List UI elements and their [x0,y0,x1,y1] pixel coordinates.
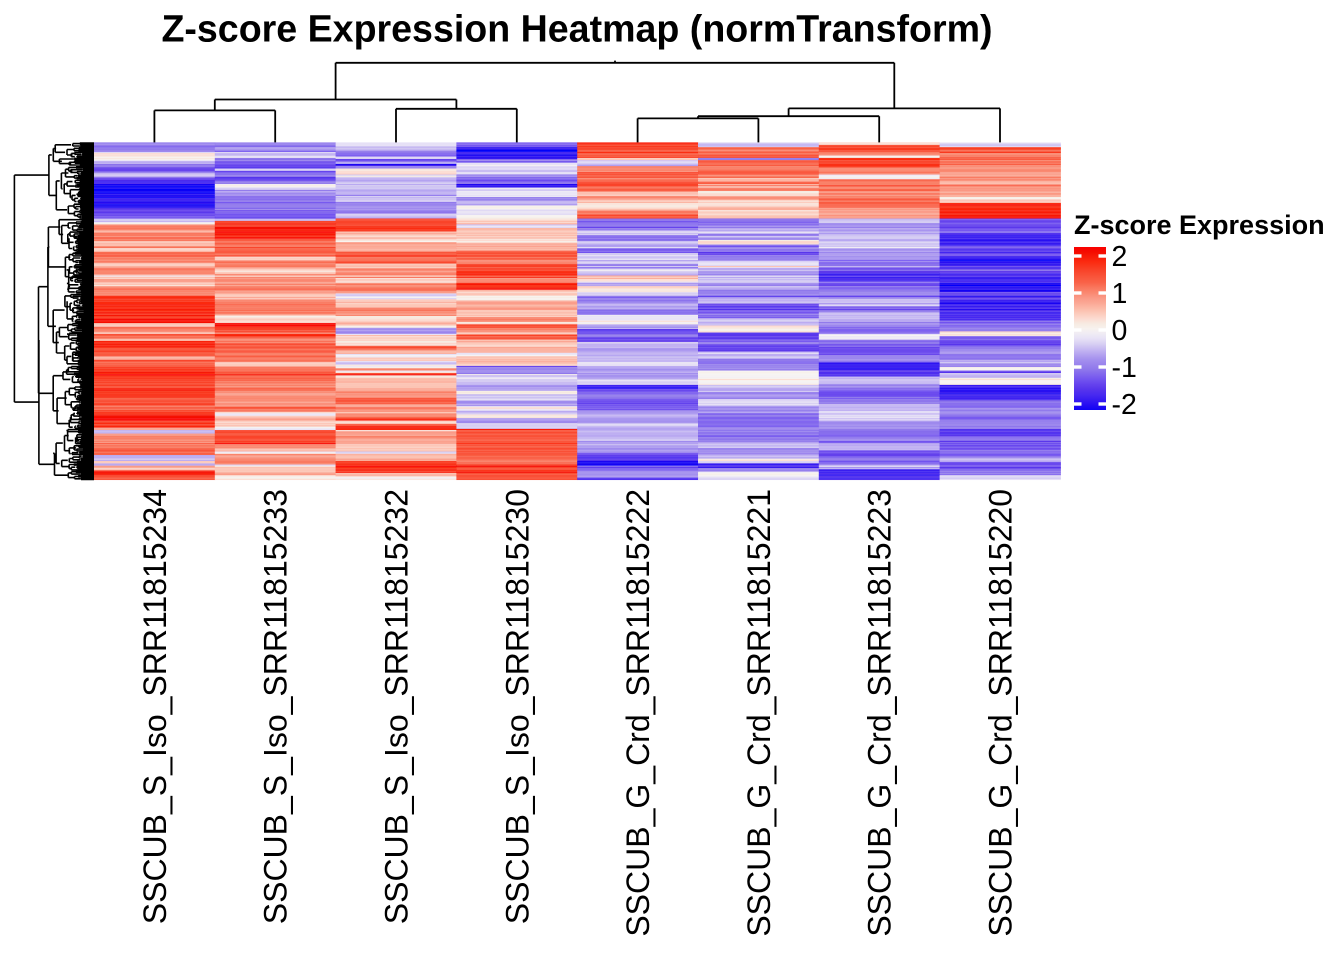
svg-text:-1: -1 [1112,352,1137,384]
svg-text:-2: -2 [1112,389,1137,421]
svg-text:0: 0 [1112,315,1128,347]
svg-text:SSCUB_G_Crd_SRR11815221: SSCUB_G_Crd_SRR11815221 [741,489,777,937]
svg-text:SSCUB_G_Crd_SRR11815223: SSCUB_G_Crd_SRR11815223 [862,489,898,937]
svg-text:SSCUB_S_Iso_SRR11815233: SSCUB_S_Iso_SRR11815233 [258,489,294,924]
svg-text:1: 1 [1112,278,1128,310]
svg-text:Z-score Expression: Z-score Expression [1074,210,1325,240]
svg-text:2: 2 [1112,241,1128,273]
svg-text:Z-score Expression Heatmap (no: Z-score Expression Heatmap (normTransfor… [161,8,992,50]
svg-text:SSCUB_S_Iso_SRR11815230: SSCUB_S_Iso_SRR11815230 [499,489,535,924]
svg-text:SSCUB_S_Iso_SRR11815234: SSCUB_S_Iso_SRR11815234 [137,489,173,924]
svg-text:SSCUB_G_Crd_SRR11815222: SSCUB_G_Crd_SRR11815222 [620,489,656,937]
svg-text:SSCUB_G_Crd_SRR11815220: SSCUB_G_Crd_SRR11815220 [983,489,1019,937]
svg-text:SSCUB_S_Iso_SRR11815232: SSCUB_S_Iso_SRR11815232 [379,489,415,924]
